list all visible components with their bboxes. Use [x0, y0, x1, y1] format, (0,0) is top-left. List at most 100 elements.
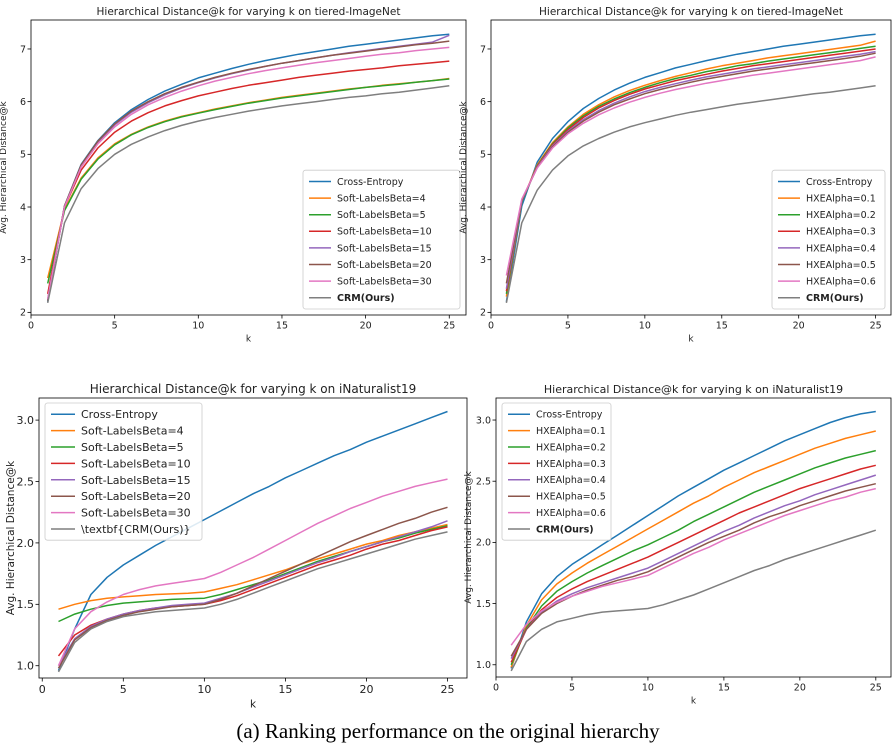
plot-frame [38, 397, 468, 679]
legend-label: HXEAlpha=0.6 [536, 508, 606, 519]
y-tick-label: 4 [480, 202, 486, 213]
x-tick-label: 10 [192, 321, 204, 332]
chart-1: Hierarchical Distance@k for varying k on… [0, 6, 467, 345]
legend-label: HXEAlpha=0.2 [536, 442, 606, 453]
x-tick-label: 0 [39, 683, 46, 696]
legend-label: Soft-LabelsBeta=10 [81, 457, 191, 470]
y-tick-label: 7 [20, 44, 26, 55]
legend-label: Soft-LabelsBeta=10 [337, 227, 432, 238]
chart-title: Hierarchical Distance@k for varying k on… [544, 383, 843, 396]
series-line [505, 50, 876, 289]
legend-box [44, 402, 203, 541]
legend-label: Soft-LabelsBeta=20 [337, 260, 432, 271]
x-tick-label: 0 [493, 683, 499, 694]
y-tick-label: 1.5 [17, 598, 35, 611]
legend-label: CRM(Ours) [337, 293, 395, 304]
chart-3: Hierarchical Distance@k for varying k on… [5, 382, 468, 711]
x-tick-label: 5 [565, 321, 571, 332]
x-tick-label: 25 [870, 321, 882, 332]
legend: Cross-Entropy Soft-LabelsBeta=4 Soft-Label… [302, 169, 461, 310]
x-tick-label: 15 [718, 683, 730, 694]
legend-label: HXEAlpha=0.1 [806, 194, 876, 205]
x-tick-label: 15 [276, 321, 288, 332]
series-line [57, 531, 448, 673]
plot-frame [30, 19, 467, 316]
series-line [46, 33, 450, 302]
y-tick-label: 5 [20, 150, 26, 161]
chart-2: Hierarchical Distance@k for varying k on… [459, 6, 892, 345]
y-tick-label: 2 [480, 308, 486, 319]
legend-label: HXEAlpha=0.4 [536, 475, 606, 486]
series-line [57, 526, 448, 657]
x-tick-label: 15 [716, 321, 728, 332]
plot-frame [490, 19, 892, 316]
series-line [510, 410, 876, 669]
legend-label: Soft-LabelsBeta=15 [81, 474, 191, 487]
x-tick-label: 0 [488, 321, 494, 332]
legend-box [771, 169, 886, 310]
x-tick-label: 10 [639, 321, 651, 332]
legend-label: HXEAlpha=0.3 [536, 459, 606, 470]
legend-label: HXEAlpha=0.1 [536, 426, 606, 437]
y-axis-label: Avg. Hierarchical Distance@k [459, 100, 469, 233]
legend-label: Soft-LabelsBeta=4 [81, 425, 184, 438]
series-line [58, 523, 448, 610]
legend-label: CRM(Ours) [806, 293, 864, 304]
y-tick-label: 3 [480, 255, 486, 266]
series-line [46, 46, 450, 300]
legend-label: Soft-LabelsBeta=5 [81, 441, 184, 454]
series-line [505, 52, 876, 284]
series-line [57, 520, 448, 667]
x-axis-label: k [691, 697, 697, 707]
legend-box [302, 169, 461, 310]
series-line [510, 464, 876, 663]
x-tick-label: 15 [278, 683, 292, 696]
y-tick-label: 2.5 [476, 477, 491, 488]
y-tick-label: 2.5 [17, 475, 35, 488]
legend-label: HXEAlpha=0.6 [806, 277, 876, 288]
series-line [46, 85, 450, 304]
y-tick-label: 1.0 [17, 660, 35, 673]
x-tick-label: 20 [360, 321, 372, 332]
chart-4: Hierarchical Distance@k for varying k on… [464, 383, 892, 707]
legend-label: Soft-LabelsBeta=30 [337, 277, 432, 288]
legend-label: Soft-LabelsBeta=5 [337, 210, 426, 221]
legend-label: CRM(Ours) [536, 524, 594, 535]
y-tick-label: 6 [480, 97, 486, 108]
series-line [505, 45, 876, 295]
x-tick-label: 5 [120, 683, 127, 696]
series-line [505, 56, 876, 276]
legend-label: \textbf{CRM(Ours)} [81, 523, 191, 536]
x-axis-label: k [688, 335, 694, 345]
y-tick-label: 7 [480, 44, 486, 55]
legend: Cross-Entropy HXEAlpha=0.1 HXEAlpha=0.2 HXE… [771, 169, 886, 310]
legend-label: Cross-Entropy [81, 408, 158, 421]
y-tick-label: 2.0 [17, 537, 35, 550]
x-tick-label: 5 [569, 683, 575, 694]
legend-label: HXEAlpha=0.2 [806, 210, 876, 221]
series-line [57, 410, 448, 671]
x-tick-label: 20 [794, 683, 806, 694]
legend: Cross-Entropy HXEAlpha=0.1 HXEAlpha=0.2 HXE… [501, 402, 612, 541]
series-line [510, 474, 877, 659]
series-line [46, 40, 450, 301]
y-tick-label: 6 [20, 97, 26, 108]
y-tick-label: 3.0 [476, 415, 491, 426]
legend-label: Soft-LabelsBeta=4 [337, 194, 426, 205]
x-axis-label: k [250, 699, 257, 711]
plot-frame [495, 397, 892, 678]
y-axis-label: Avg. Hierarchical Distance@k [5, 460, 17, 615]
legend: Cross-Entropy Soft-LabelsBeta=4 Soft-Label… [44, 402, 203, 541]
y-axis-label: Avg. Hierarchical Distance@k [0, 100, 9, 233]
series-line [505, 33, 876, 302]
legend-label: Soft-LabelsBeta=30 [81, 507, 191, 520]
y-tick-label: 2.0 [476, 538, 491, 549]
y-tick-label: 3 [20, 255, 26, 266]
series-line [505, 85, 876, 304]
y-tick-label: 1.5 [476, 599, 491, 610]
y-tick-label: 1.0 [476, 660, 491, 671]
x-axis-label: k [246, 335, 252, 345]
legend-label: HXEAlpha=0.5 [806, 260, 876, 271]
x-tick-label: 10 [197, 683, 211, 696]
